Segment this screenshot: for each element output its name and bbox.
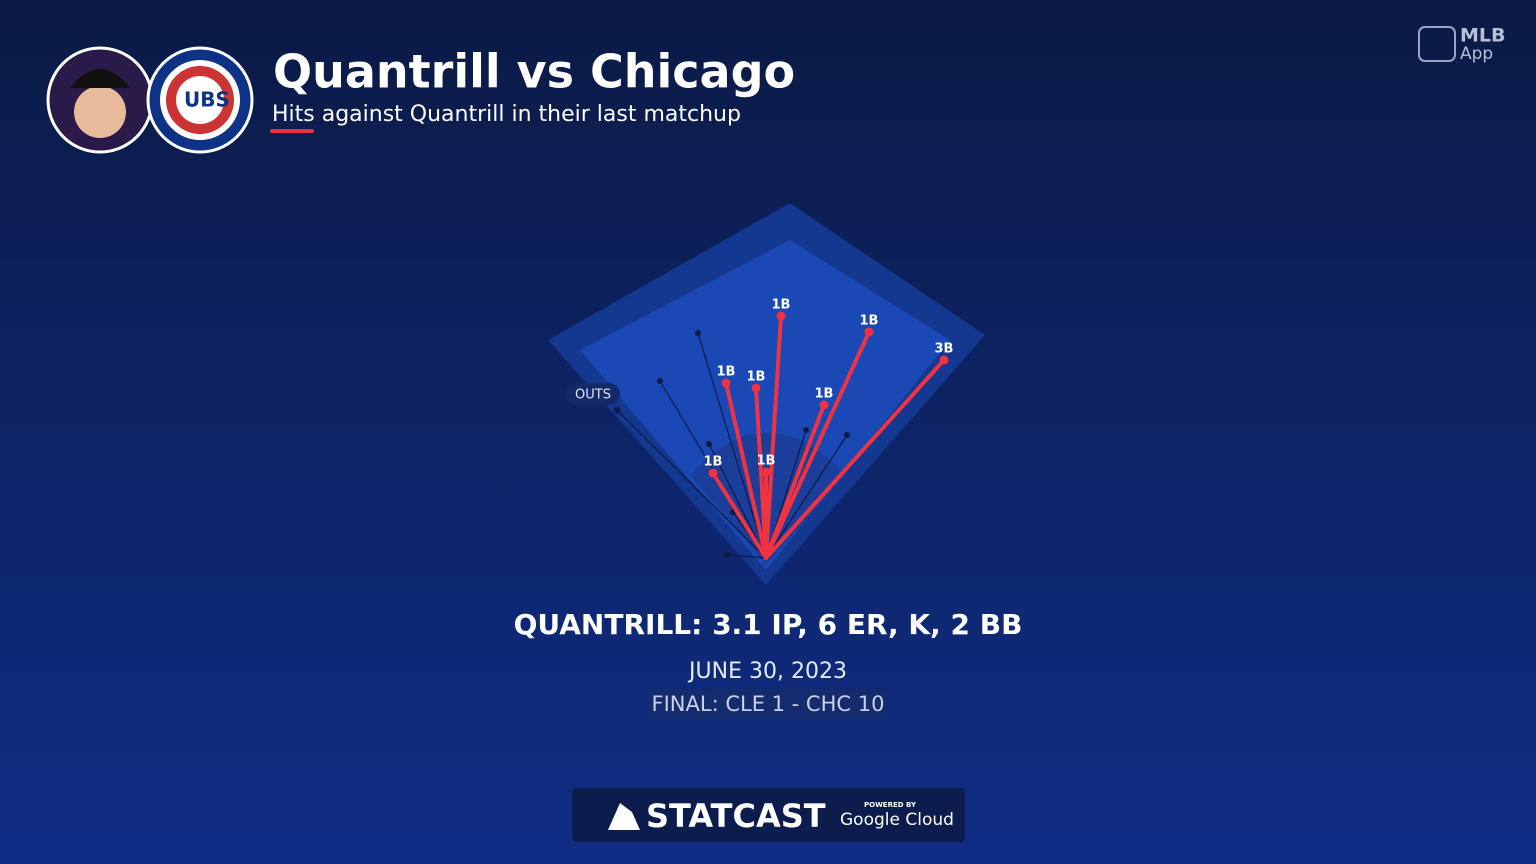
hit-label: 1B — [757, 454, 776, 469]
hit-dot — [864, 327, 874, 337]
partner: Google Cloud — [840, 810, 954, 830]
hit-label: 1B — [772, 298, 791, 313]
underline — [270, 129, 314, 133]
out-dot — [614, 407, 620, 413]
stat-line: QUANTRILL: 3.1 IP, 6 ER, K, 2 BB — [514, 608, 1023, 641]
statcast-icon — [608, 803, 640, 830]
hit-line — [724, 381, 768, 560]
hit-dot — [761, 467, 771, 477]
date: JUNE 30, 2023 — [687, 659, 847, 684]
hit-label: 1B — [704, 455, 723, 470]
brand: STATCAST — [646, 797, 826, 835]
out-dot — [724, 552, 730, 558]
out-line — [616, 409, 767, 559]
hit-dot — [819, 400, 829, 410]
hit-dot — [708, 468, 718, 478]
hit-line — [764, 358, 946, 560]
outs-pill — [566, 383, 620, 405]
subtitle: Hits against Quantrill in their last mat… — [272, 102, 741, 127]
hit-label: 1B — [860, 314, 879, 329]
hit-dot — [939, 355, 949, 365]
hit-label: 1B — [815, 387, 834, 402]
player-face — [74, 86, 126, 138]
out-line — [726, 554, 767, 559]
out-dot — [803, 427, 809, 433]
mlb-logo-line2: App — [1460, 44, 1493, 64]
out-dot — [706, 441, 712, 447]
out-line — [765, 434, 848, 559]
outs-label: OUTS — [575, 388, 611, 403]
title: Quantrill vs Chicago — [273, 45, 795, 99]
hit-label: 1B — [747, 370, 766, 385]
hit-line — [764, 314, 783, 560]
out-dot — [657, 378, 663, 384]
hit-line — [764, 403, 826, 560]
hit-dot — [776, 311, 786, 321]
player-cap — [70, 69, 130, 88]
mlb-logo-line1: MLB — [1460, 25, 1506, 47]
final-pill — [648, 689, 888, 719]
out-dot — [695, 330, 701, 336]
team-logo-inner — [176, 76, 224, 124]
out-line — [697, 332, 767, 559]
team-logo-text: UBS — [184, 88, 230, 112]
hit-dot — [751, 383, 761, 393]
hit-dot — [721, 378, 731, 388]
hit-label: 3B — [935, 342, 954, 357]
footer-bar — [572, 788, 965, 842]
final-score: FINAL: CLE 1 - CHC 10 — [652, 692, 885, 716]
hit-line — [711, 471, 768, 560]
field-outfield — [580, 240, 950, 570]
out-dot — [844, 432, 850, 438]
powered-by: POWERED BY — [864, 801, 917, 809]
hit-line — [764, 330, 871, 560]
mlb-logo-box — [1418, 26, 1456, 62]
hit-label: 1B — [717, 365, 736, 380]
